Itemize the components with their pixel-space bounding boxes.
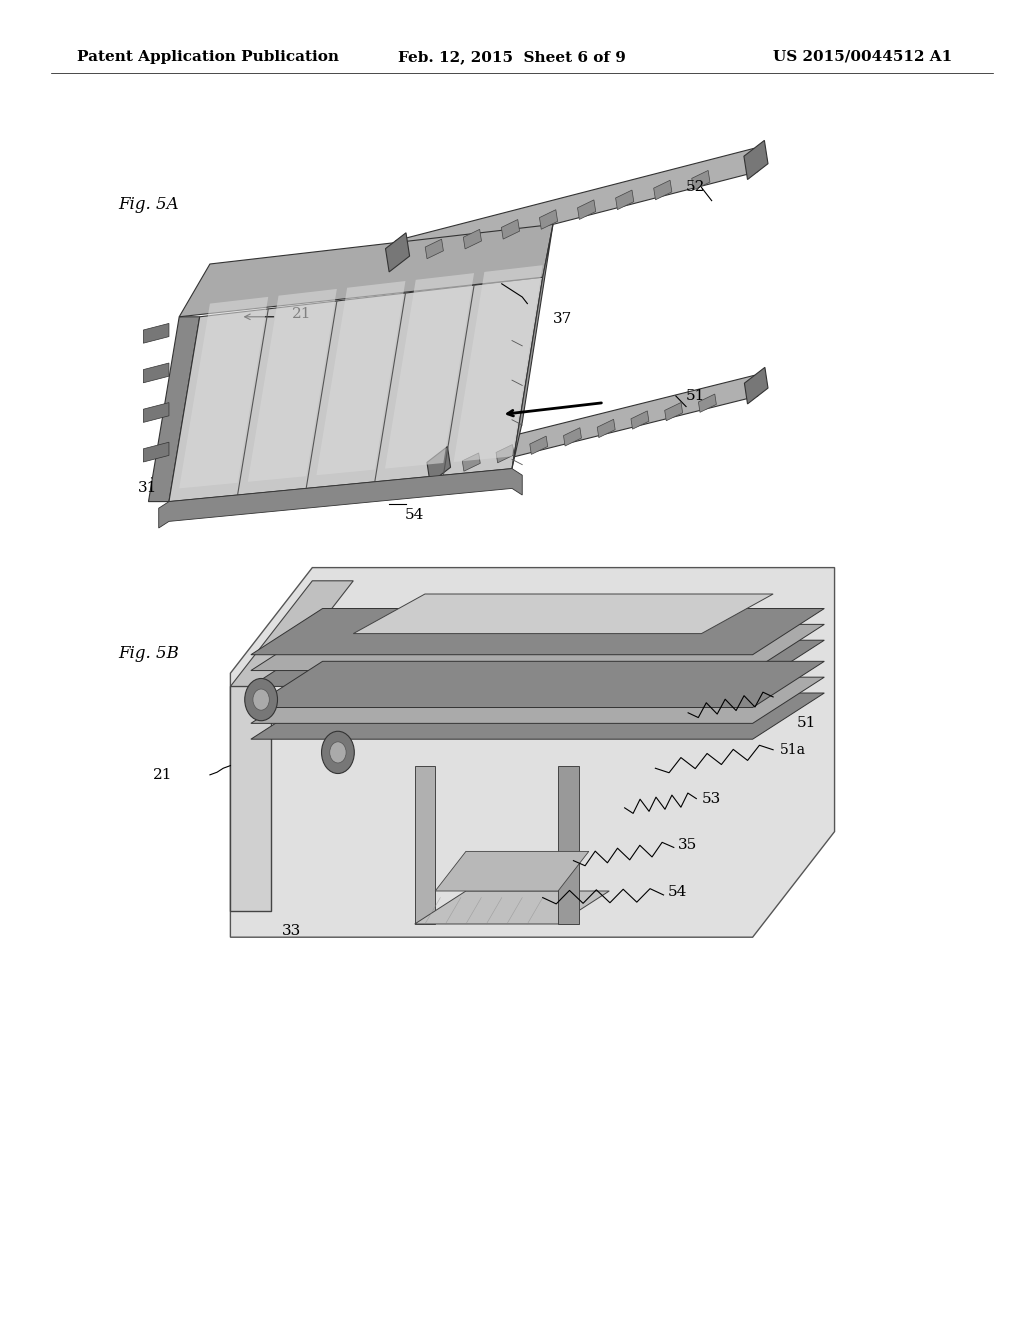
- Polygon shape: [230, 581, 353, 686]
- Polygon shape: [316, 281, 406, 475]
- Polygon shape: [143, 403, 169, 422]
- Polygon shape: [463, 230, 481, 249]
- Text: 51b: 51b: [780, 690, 807, 704]
- Polygon shape: [179, 297, 268, 488]
- Polygon shape: [230, 686, 271, 911]
- Polygon shape: [427, 446, 451, 483]
- Polygon shape: [615, 190, 634, 210]
- Polygon shape: [502, 219, 519, 239]
- Circle shape: [253, 689, 269, 710]
- Circle shape: [245, 678, 278, 721]
- Polygon shape: [415, 766, 435, 924]
- Polygon shape: [415, 891, 609, 924]
- Polygon shape: [692, 170, 710, 190]
- Text: 51: 51: [797, 717, 816, 730]
- Text: 37: 37: [553, 313, 572, 326]
- Polygon shape: [454, 265, 543, 462]
- Polygon shape: [143, 442, 169, 462]
- Text: 53: 53: [701, 792, 721, 805]
- Text: 54: 54: [406, 508, 424, 521]
- Polygon shape: [435, 851, 589, 891]
- Polygon shape: [653, 181, 672, 199]
- Polygon shape: [169, 277, 543, 502]
- Text: 21: 21: [153, 768, 172, 781]
- Text: Fig. 5A: Fig. 5A: [118, 197, 178, 213]
- Polygon shape: [251, 661, 824, 708]
- Polygon shape: [251, 693, 824, 739]
- Polygon shape: [251, 677, 824, 723]
- Circle shape: [330, 742, 346, 763]
- Text: Feb. 12, 2015  Sheet 6 of 9: Feb. 12, 2015 Sheet 6 of 9: [398, 50, 626, 63]
- Text: 33: 33: [283, 924, 301, 937]
- Text: 52: 52: [686, 181, 706, 194]
- Polygon shape: [143, 363, 169, 383]
- Polygon shape: [385, 273, 474, 469]
- Text: 51a: 51a: [780, 743, 806, 756]
- Circle shape: [322, 731, 354, 774]
- Polygon shape: [462, 453, 480, 471]
- Text: 31: 31: [138, 482, 158, 495]
- Polygon shape: [148, 317, 200, 502]
- Polygon shape: [665, 403, 683, 421]
- Polygon shape: [512, 224, 553, 469]
- Polygon shape: [143, 323, 169, 343]
- Text: US 2015/0044512 A1: US 2015/0044512 A1: [773, 50, 952, 63]
- Polygon shape: [578, 199, 596, 219]
- Polygon shape: [159, 469, 522, 528]
- Polygon shape: [540, 210, 558, 230]
- Polygon shape: [563, 428, 582, 446]
- Polygon shape: [597, 420, 615, 438]
- Polygon shape: [230, 568, 835, 937]
- Polygon shape: [743, 140, 768, 180]
- Polygon shape: [437, 375, 758, 475]
- Polygon shape: [698, 395, 717, 412]
- Polygon shape: [179, 224, 553, 317]
- Polygon shape: [744, 367, 768, 404]
- Polygon shape: [251, 609, 824, 655]
- Polygon shape: [251, 624, 824, 671]
- Polygon shape: [496, 445, 514, 463]
- Text: 35: 35: [678, 838, 697, 851]
- Text: 21: 21: [292, 308, 311, 321]
- Polygon shape: [395, 148, 758, 264]
- Polygon shape: [529, 436, 548, 454]
- Polygon shape: [385, 232, 410, 272]
- Polygon shape: [425, 239, 443, 259]
- Polygon shape: [631, 411, 649, 429]
- Polygon shape: [251, 640, 824, 686]
- Text: Patent Application Publication: Patent Application Publication: [77, 50, 339, 63]
- Text: 51: 51: [686, 389, 706, 403]
- Text: Fig. 5B: Fig. 5B: [118, 645, 178, 661]
- Polygon shape: [558, 766, 579, 924]
- Polygon shape: [248, 289, 337, 482]
- Polygon shape: [353, 594, 773, 634]
- Text: 54: 54: [668, 886, 687, 899]
